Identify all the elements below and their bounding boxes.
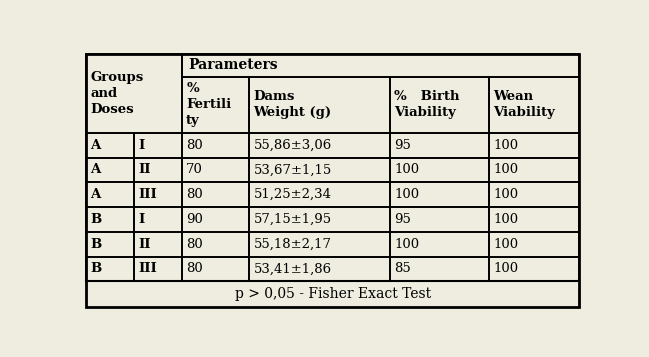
Text: Wean
Viability: Wean Viability [493, 90, 556, 119]
Text: 100: 100 [394, 188, 419, 201]
Bar [182, 133, 249, 157]
Text: 95: 95 [394, 213, 411, 226]
Text: p > 0,05 - Fisher Exact Test: p > 0,05 - Fisher Exact Test [234, 287, 431, 301]
Bar [249, 157, 390, 182]
Text: II: II [138, 164, 151, 176]
Bar [249, 232, 390, 257]
Text: B: B [90, 238, 101, 251]
Bar [134, 207, 182, 232]
Bar [249, 182, 390, 207]
Bar [86, 133, 134, 157]
Text: 57,15±1,95: 57,15±1,95 [253, 213, 332, 226]
Text: B: B [90, 262, 101, 275]
Text: 100: 100 [493, 238, 519, 251]
Text: 80: 80 [186, 262, 203, 275]
Bar [134, 232, 182, 257]
Text: 51,25±2,34: 51,25±2,34 [253, 188, 332, 201]
Text: 80: 80 [186, 188, 203, 201]
Bar [182, 54, 579, 77]
Text: I: I [138, 139, 145, 152]
Text: 90: 90 [186, 213, 203, 226]
Text: Groups
and
Doses: Groups and Doses [90, 71, 143, 116]
Bar [249, 257, 390, 281]
Bar [134, 133, 182, 157]
Text: 53,41±1,86: 53,41±1,86 [253, 262, 332, 275]
Text: 95: 95 [394, 139, 411, 152]
Text: 55,86±3,06: 55,86±3,06 [253, 139, 332, 152]
Bar [489, 133, 579, 157]
Bar [182, 232, 249, 257]
Bar [86, 232, 134, 257]
Bar [390, 257, 489, 281]
Text: B: B [90, 213, 101, 226]
Bar [182, 257, 249, 281]
Bar [182, 182, 249, 207]
Text: 100: 100 [493, 188, 519, 201]
Bar [86, 182, 134, 207]
Text: 100: 100 [493, 139, 519, 152]
Bar [249, 133, 390, 157]
Text: A: A [90, 164, 101, 176]
Text: A: A [90, 188, 101, 201]
Bar [134, 157, 182, 182]
Text: II: II [138, 238, 151, 251]
Text: 100: 100 [493, 213, 519, 226]
Bar [489, 77, 579, 133]
Text: A: A [90, 139, 101, 152]
Bar [182, 157, 249, 182]
Text: 100: 100 [394, 238, 419, 251]
Text: 70: 70 [186, 164, 203, 176]
Bar [390, 77, 489, 133]
Text: 100: 100 [394, 164, 419, 176]
Text: 100: 100 [493, 262, 519, 275]
Bar [182, 77, 249, 133]
Text: 80: 80 [186, 238, 203, 251]
Bar [390, 207, 489, 232]
Text: 80: 80 [186, 139, 203, 152]
Bar [390, 232, 489, 257]
Bar [86, 257, 134, 281]
Bar [390, 182, 489, 207]
Text: 100: 100 [493, 164, 519, 176]
Bar [390, 133, 489, 157]
Bar [249, 77, 390, 133]
Bar [489, 232, 579, 257]
Bar [134, 257, 182, 281]
Bar [489, 157, 579, 182]
Bar [390, 157, 489, 182]
Bar [182, 207, 249, 232]
Text: 53,67±1,15: 53,67±1,15 [253, 164, 332, 176]
Text: III: III [138, 188, 157, 201]
Bar [86, 207, 134, 232]
Text: 55,18±2,17: 55,18±2,17 [253, 238, 332, 251]
Bar [249, 207, 390, 232]
Bar [86, 157, 134, 182]
Text: Parameters: Parameters [188, 58, 278, 72]
Text: I: I [138, 213, 145, 226]
Bar [134, 182, 182, 207]
Text: 85: 85 [394, 262, 411, 275]
Bar [489, 182, 579, 207]
Text: Dams
Weight (g): Dams Weight (g) [253, 90, 332, 119]
Text: III: III [138, 262, 157, 275]
Text: %   Birth
Viability: % Birth Viability [394, 90, 459, 119]
Bar [489, 257, 579, 281]
Text: %
Fertili
ty: % Fertili ty [186, 82, 232, 127]
Bar [86, 54, 182, 133]
Bar [489, 207, 579, 232]
